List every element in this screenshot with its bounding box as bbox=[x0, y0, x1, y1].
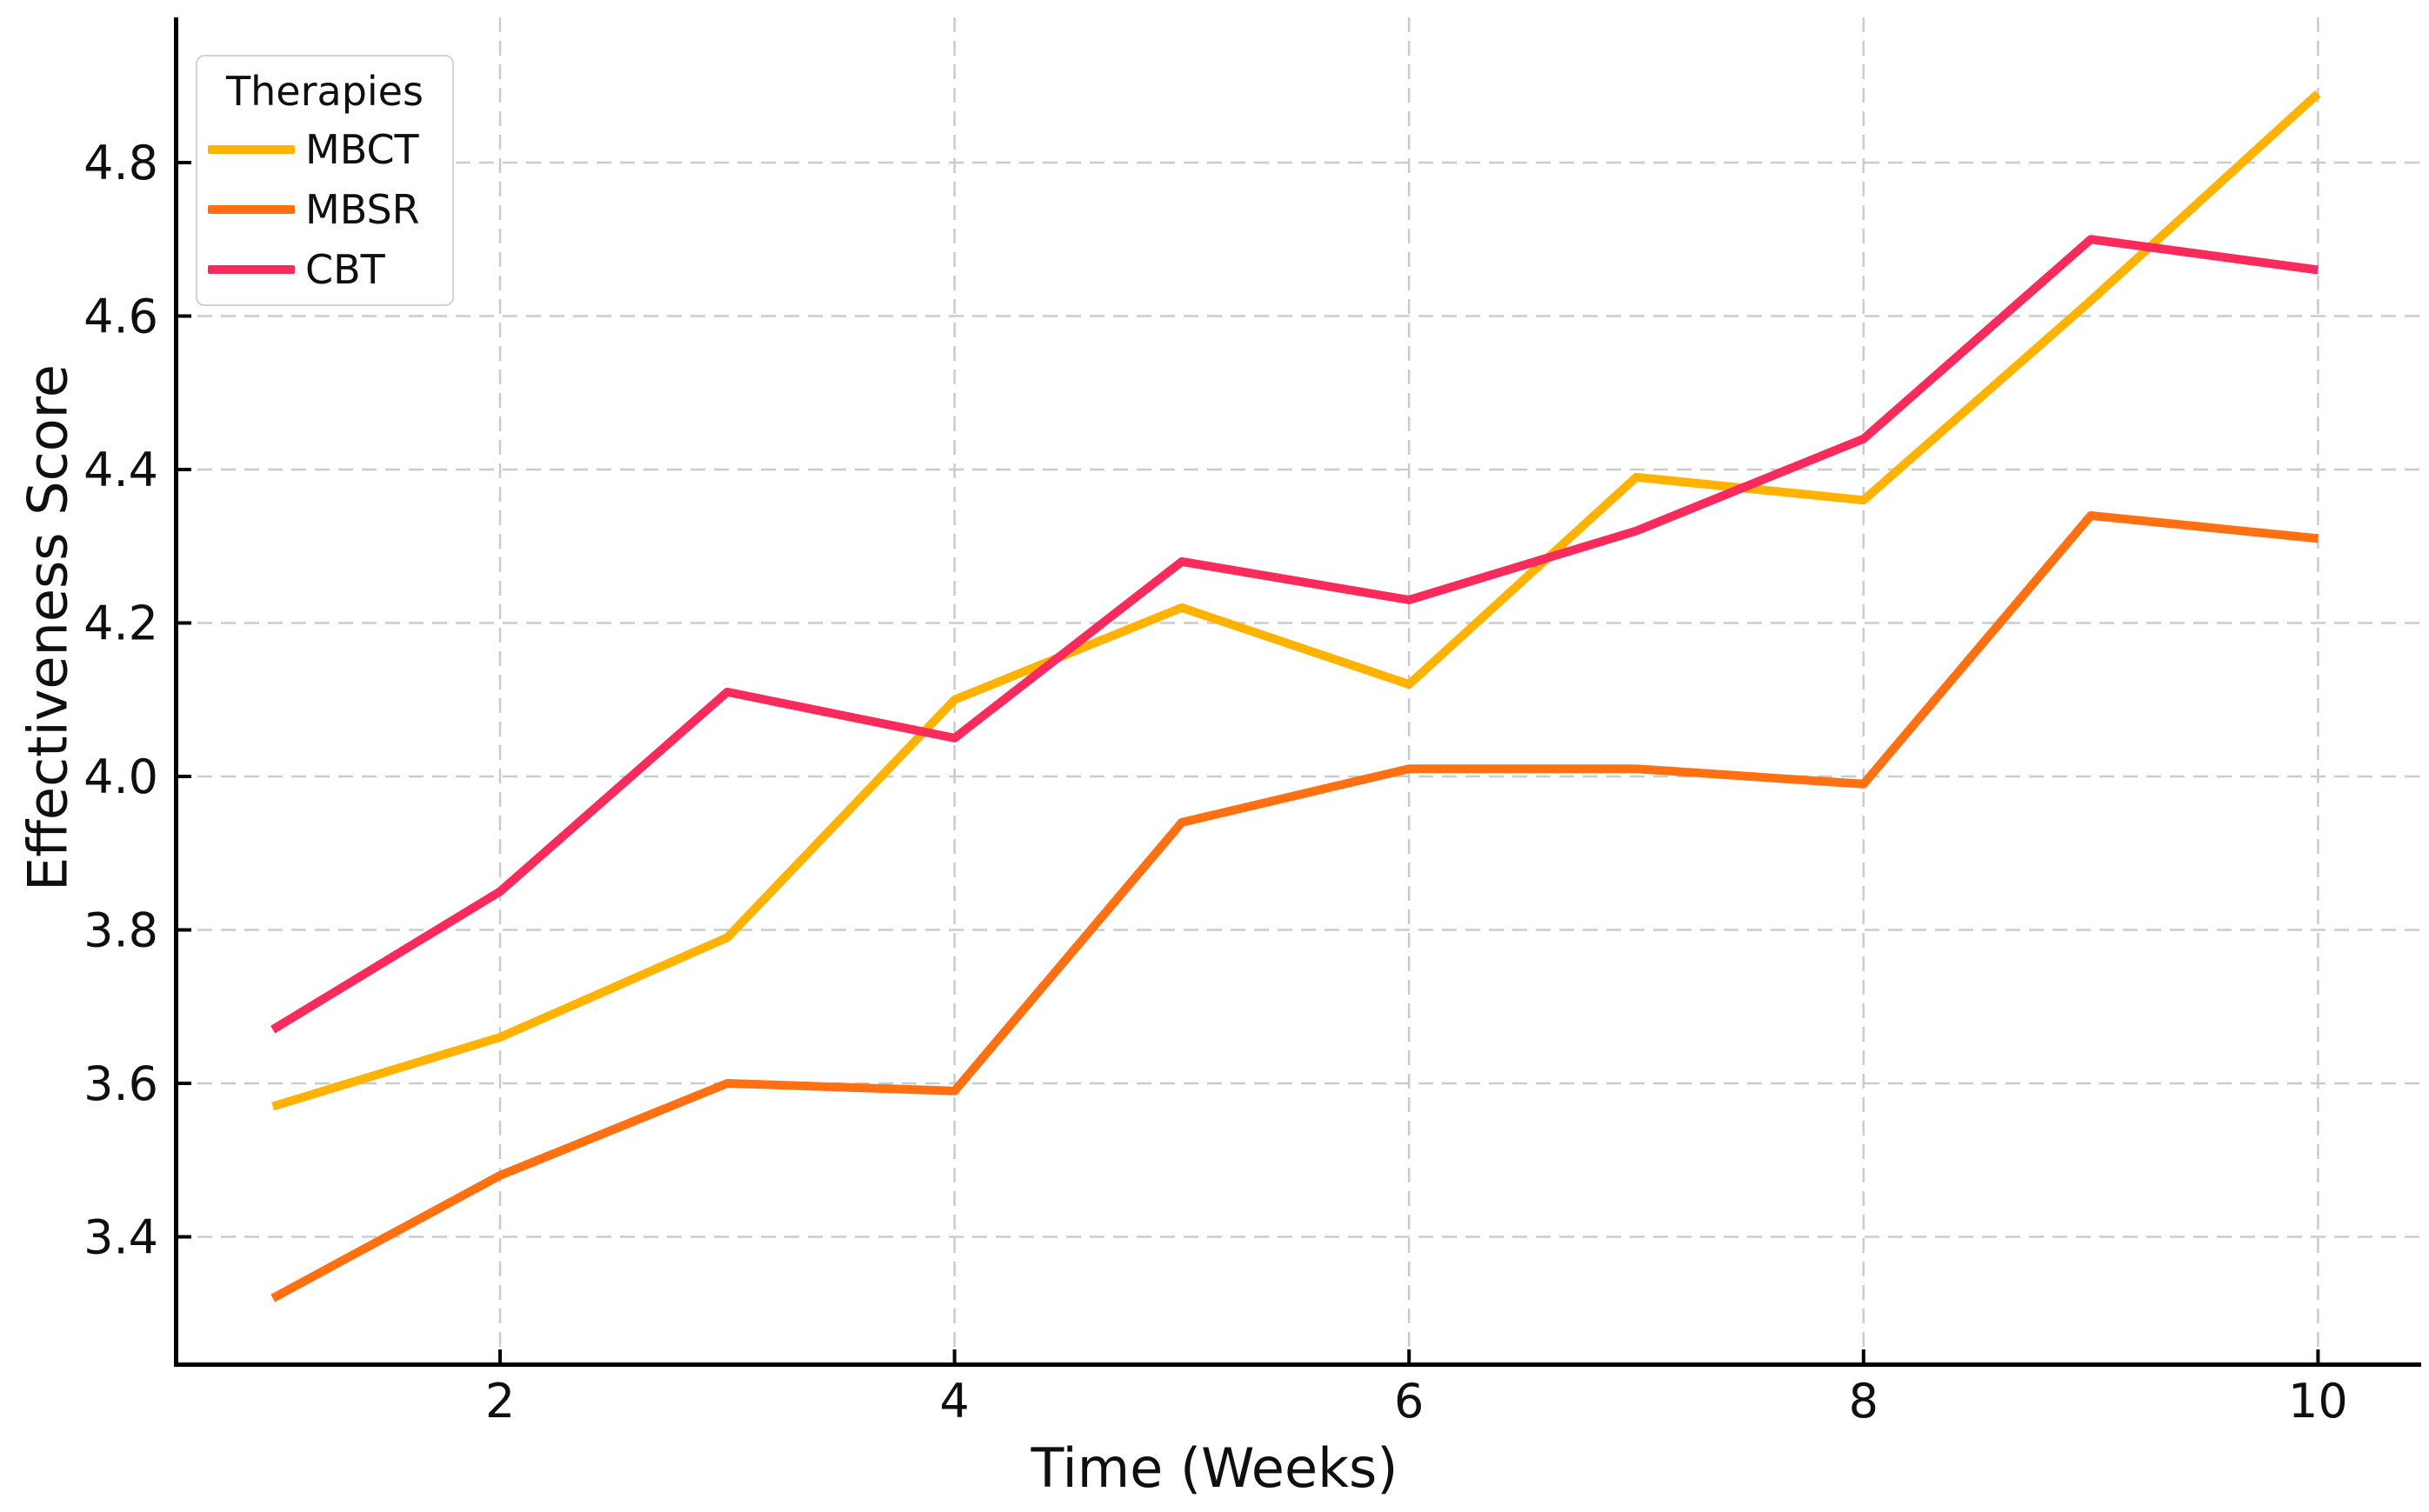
y-tick-mark bbox=[178, 314, 191, 318]
y-axis-label: Effectiveness Score bbox=[16, 364, 80, 891]
x-tick-label: 10 bbox=[2288, 1374, 2348, 1429]
x-tick-mark bbox=[498, 1349, 502, 1362]
x-axis-label: Time (Weeks) bbox=[1031, 1436, 1398, 1500]
x-tick-mark bbox=[1861, 1349, 1865, 1362]
legend-item-CBT: CBT bbox=[197, 239, 452, 299]
y-axis-spine bbox=[174, 17, 178, 1367]
x-tick-mark bbox=[952, 1349, 957, 1362]
legend: Therapies MBCT MBSR CBT bbox=[196, 55, 454, 306]
legend-items: MBCT MBSR CBT bbox=[197, 119, 452, 299]
legend-item-MBSR: MBSR bbox=[197, 179, 452, 239]
y-tick-label: 4.0 bbox=[83, 749, 158, 804]
y-tick-label: 3.8 bbox=[83, 903, 158, 958]
y-tick-mark bbox=[178, 161, 191, 164]
series-line-MBSR bbox=[270, 511, 2319, 1302]
legend-swatch-CBT bbox=[208, 264, 295, 274]
x-tick-label: 8 bbox=[1849, 1374, 1878, 1429]
y-tick-label: 3.6 bbox=[83, 1056, 158, 1111]
x-tick-label: 4 bbox=[939, 1374, 969, 1429]
y-tick-mark bbox=[178, 1082, 191, 1085]
x-axis-spine bbox=[174, 1362, 2421, 1367]
y-tick-label: 4.6 bbox=[83, 290, 158, 344]
y-tick-label: 4.8 bbox=[83, 136, 158, 190]
y-tick-mark bbox=[178, 621, 191, 625]
y-tick-label: 4.4 bbox=[83, 443, 158, 497]
y-tick-mark bbox=[178, 928, 191, 932]
legend-label: CBT bbox=[305, 245, 385, 293]
legend-swatch-MBSR bbox=[208, 204, 295, 214]
y-tick-label: 3.4 bbox=[83, 1210, 158, 1265]
legend-item-MBCT: MBCT bbox=[197, 119, 452, 179]
x-tick-mark bbox=[2316, 1349, 2320, 1362]
legend-label: MBSR bbox=[305, 185, 420, 233]
x-tick-label: 6 bbox=[1394, 1374, 1424, 1429]
legend-swatch-MBCT bbox=[208, 144, 295, 154]
x-tick-mark bbox=[1407, 1349, 1411, 1362]
y-tick-label: 4.2 bbox=[83, 596, 158, 651]
y-tick-mark bbox=[178, 775, 191, 778]
series-line-MBCT bbox=[271, 90, 2321, 1111]
x-tick-label: 2 bbox=[485, 1374, 515, 1429]
legend-title: Therapies bbox=[226, 68, 424, 115]
series-line-CBT bbox=[270, 235, 2319, 1034]
y-tick-mark bbox=[178, 468, 191, 471]
y-tick-mark bbox=[178, 1235, 191, 1239]
legend-label: MBCT bbox=[305, 125, 419, 173]
